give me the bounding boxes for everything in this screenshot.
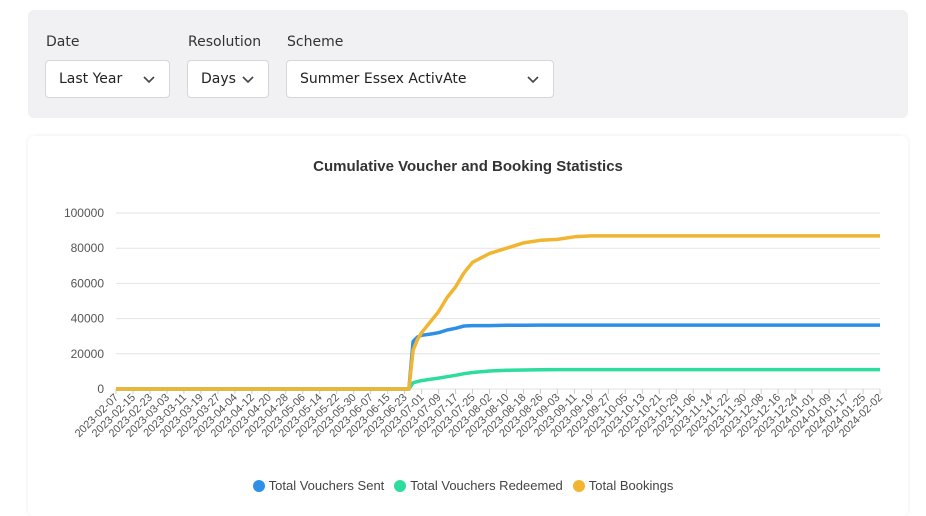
y-tick-label: 100000 — [64, 206, 104, 220]
legend-label: Total Vouchers Sent — [268, 478, 385, 493]
legend-item[interactable]: Total Vouchers Sent — [252, 478, 385, 493]
legend-marker — [572, 479, 585, 492]
chevron-down-icon — [143, 76, 155, 84]
legend-item[interactable]: Total Vouchers Redeemed — [394, 478, 563, 493]
y-tick-label: 0 — [97, 382, 104, 396]
chevron-down-icon — [527, 76, 539, 84]
scheme-select-value: Summer Essex ActivAte — [300, 71, 467, 87]
chevron-down-icon — [242, 76, 254, 84]
series-line-1 — [116, 367, 880, 391]
y-tick-label: 60000 — [71, 276, 105, 290]
scheme-select[interactable]: Summer Essex ActivAte — [286, 60, 554, 98]
date-label: Date — [46, 34, 80, 50]
chart-legend: Total Vouchers Sent Total Vouchers Redeem… — [0, 478, 926, 493]
legend-marker — [252, 479, 265, 492]
scheme-label: Scheme — [287, 34, 344, 50]
y-tick-label: 40000 — [71, 312, 105, 326]
chart-title: Cumulative Voucher and Booking Statistic… — [313, 158, 623, 175]
date-select-value: Last Year — [59, 71, 123, 87]
resolution-label: Resolution — [188, 34, 262, 50]
y-tick-label: 80000 — [71, 241, 105, 255]
resolution-select[interactable]: Days — [187, 60, 269, 98]
series-line-2 — [116, 234, 880, 391]
legend-item[interactable]: Total Bookings — [572, 478, 674, 493]
legend-label: Total Bookings — [588, 478, 674, 493]
legend-marker — [394, 479, 407, 492]
series-line-0 — [116, 323, 880, 391]
y-tick-label: 20000 — [71, 347, 105, 361]
resolution-filter: Resolution — [188, 34, 261, 50]
date-select[interactable]: Last Year — [45, 60, 170, 98]
scheme-filter: Scheme — [287, 34, 343, 50]
legend-label: Total Vouchers Redeemed — [410, 478, 563, 493]
resolution-select-value: Days — [201, 71, 236, 87]
date-filter: Date — [46, 34, 79, 50]
